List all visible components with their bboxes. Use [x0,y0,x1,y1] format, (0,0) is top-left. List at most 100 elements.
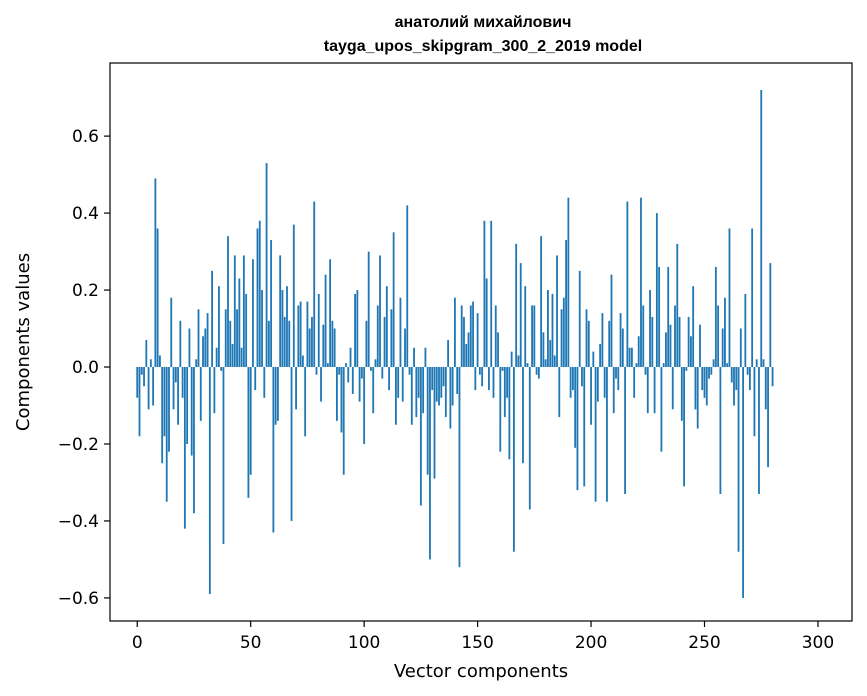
bars-group [136,89,774,598]
bar [658,266,661,368]
bar [320,367,322,402]
bar [360,367,363,379]
bar [737,367,740,552]
bar [646,367,649,414]
bar [594,367,597,502]
bar [265,163,268,368]
bar [161,367,164,464]
bar [410,367,413,425]
bar [367,251,370,368]
bar [204,328,207,368]
bar [517,355,520,368]
bar [560,309,563,368]
bar [236,309,238,368]
bar [322,324,325,368]
bar [497,332,499,368]
bar [506,367,509,398]
bar [254,367,257,391]
bar [596,367,599,402]
bar [512,367,515,552]
bar [444,367,447,418]
bar [687,316,690,368]
bar [733,367,735,406]
bar [245,293,248,368]
bar [764,367,767,410]
bar [724,297,726,368]
bar [753,367,756,437]
bar [644,367,647,375]
bar [252,259,254,368]
bar [751,228,754,368]
bar [358,367,361,402]
x-tick-label: 200 [575,633,607,653]
bar [689,336,692,368]
bar [760,89,763,368]
bar [183,367,186,529]
bar [336,367,338,421]
bar [692,286,695,368]
bar [755,359,758,368]
bar [379,255,381,368]
bar [630,347,633,368]
bar [708,367,710,379]
bar [311,316,313,368]
bar [680,367,683,421]
bar [304,367,307,437]
bar [406,205,409,368]
bar [370,367,372,371]
bar [454,297,456,368]
bar [533,305,536,368]
bar [615,367,617,379]
bar [637,336,640,368]
bar [329,259,332,368]
bar [190,367,193,456]
bar [408,367,411,375]
bar [313,201,316,368]
bar [415,367,418,418]
chart-title: анатолий михайлович [395,14,572,31]
bar [347,367,350,383]
y-axis-ticks: −0.6 −0.4 −0.2 0.0 0.2 0.4 0.6 [58,127,110,609]
bar [730,367,733,383]
bar [426,367,429,475]
bar [483,220,486,368]
bar [324,274,327,368]
bar [270,240,273,368]
bar [490,220,493,368]
bar [660,367,663,452]
bar [224,309,227,368]
bar [535,367,538,375]
bar [628,347,631,368]
bar [601,313,604,368]
bar [528,367,531,510]
bar [331,320,334,368]
bar [401,367,404,402]
bar [238,278,241,368]
y-tick-label: −0.4 [58,512,99,532]
bar [571,367,574,391]
bar [651,316,654,368]
bar [292,224,295,368]
bar [676,243,679,368]
bar [449,367,452,429]
bar [662,363,665,368]
bar [478,367,481,375]
bar [728,228,731,368]
bar [326,363,329,368]
bar [297,305,300,368]
bar [574,367,577,448]
bar [159,355,161,368]
bar [281,290,284,368]
bar [193,367,195,514]
bar [388,367,391,391]
bar [199,367,202,421]
bar [665,332,667,368]
bar [404,328,406,368]
bar [739,328,742,368]
bar [385,286,388,368]
bar [617,367,620,391]
x-axis-ticks: 0 50 100 150 200 250 300 [132,621,834,653]
bar [592,351,595,368]
bar [267,320,270,368]
bar [674,305,676,368]
